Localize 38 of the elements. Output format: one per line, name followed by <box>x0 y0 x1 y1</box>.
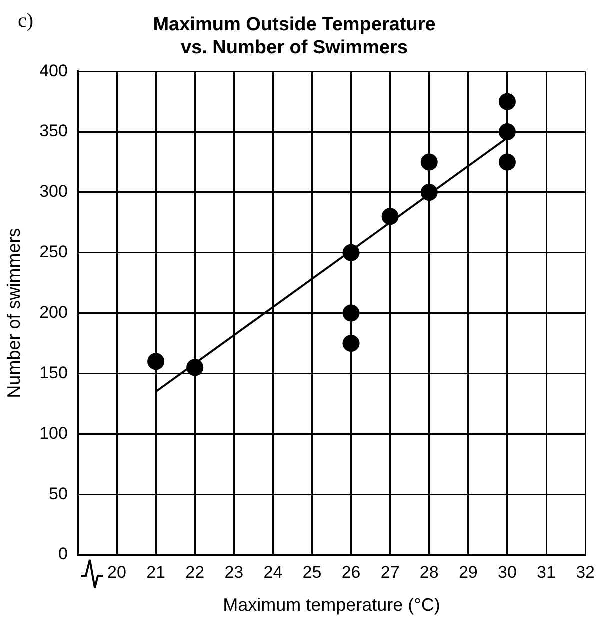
x-tick-label: 27 <box>380 562 400 582</box>
point <box>186 359 204 376</box>
x-tick-label: 29 <box>458 562 478 582</box>
point <box>148 353 165 370</box>
x-tick-label: 32 <box>576 562 596 582</box>
y-tick-label: 100 <box>40 424 68 443</box>
point <box>382 208 399 226</box>
point <box>420 184 438 201</box>
y-axis-title: Number of swimmers <box>4 228 24 398</box>
x-tick-label: 28 <box>420 562 439 582</box>
point <box>498 93 516 110</box>
y-tick-label: 250 <box>40 242 68 262</box>
x-tick-label: 23 <box>224 562 244 582</box>
x-axis-title: Maximum temperature (°C) <box>223 595 440 616</box>
point <box>342 244 360 262</box>
x-tick-label: 30 <box>498 562 517 582</box>
x-tick-label: 24 <box>264 562 283 582</box>
text: vs. Number of Swimmers <box>180 37 408 58</box>
text: Maximum Outside Temperature <box>153 14 436 36</box>
point <box>342 335 360 352</box>
y-tick-label: 0 <box>58 544 68 564</box>
point <box>498 124 516 141</box>
point <box>420 154 438 171</box>
x-tick-label: 21 <box>146 562 166 582</box>
point <box>342 304 360 322</box>
y-tick-label: 400 <box>40 61 68 80</box>
y-tick-label: 200 <box>40 302 68 322</box>
y-tick-label: 350 <box>40 122 68 141</box>
point <box>498 154 516 171</box>
x-tick-label: 22 <box>186 562 205 582</box>
y-tick-label: 300 <box>40 182 68 202</box>
y-tick-label: 50 <box>49 484 68 504</box>
x-tick-label: 31 <box>537 562 556 582</box>
x-tick-label: 26 <box>342 562 361 582</box>
x-tick-label: 25 <box>302 562 322 582</box>
text: c) <box>18 10 34 33</box>
x-tick-label: 20 <box>108 562 126 582</box>
y-tick-label: 150 <box>40 363 68 382</box>
